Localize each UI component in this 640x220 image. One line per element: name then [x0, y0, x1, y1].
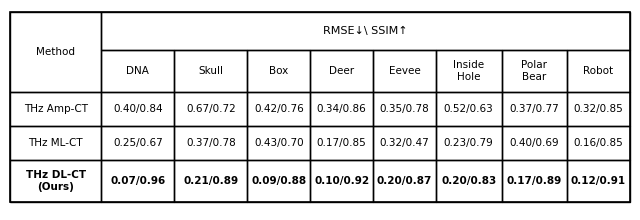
- Text: Box: Box: [269, 66, 289, 76]
- Bar: [567, 160, 630, 202]
- Text: 0.17/0.85: 0.17/0.85: [317, 138, 367, 148]
- Bar: [10, 12, 630, 202]
- Text: 0.67/0.72: 0.67/0.72: [186, 104, 236, 114]
- Bar: [101, 12, 630, 50]
- Text: 0.23/0.79: 0.23/0.79: [444, 138, 493, 148]
- Text: 0.40/0.84: 0.40/0.84: [113, 104, 163, 114]
- Bar: [247, 160, 310, 202]
- Bar: [101, 92, 174, 126]
- Bar: [247, 92, 310, 126]
- Text: 0.09/0.88: 0.09/0.88: [251, 176, 307, 186]
- Bar: [247, 50, 310, 92]
- Text: 0.25/0.67: 0.25/0.67: [113, 138, 163, 148]
- Text: 0.17/0.89: 0.17/0.89: [507, 176, 562, 186]
- Bar: [436, 126, 502, 160]
- Bar: [174, 50, 247, 92]
- Text: Skull: Skull: [198, 66, 223, 76]
- Text: 0.12/0.91: 0.12/0.91: [571, 176, 626, 186]
- Bar: [310, 160, 373, 202]
- Text: 0.07/0.96: 0.07/0.96: [110, 176, 165, 186]
- Bar: [373, 160, 436, 202]
- Bar: [373, 50, 436, 92]
- Bar: [502, 160, 567, 202]
- Bar: [502, 50, 567, 92]
- Text: 0.32/0.47: 0.32/0.47: [380, 138, 429, 148]
- Bar: [101, 50, 174, 92]
- Bar: [101, 160, 174, 202]
- Text: 0.20/0.87: 0.20/0.87: [377, 176, 432, 186]
- Bar: [174, 126, 247, 160]
- Bar: [10, 160, 101, 202]
- Bar: [174, 160, 247, 202]
- Text: 0.32/0.85: 0.32/0.85: [573, 104, 623, 114]
- Text: RMSE↓\ SSIM↑: RMSE↓\ SSIM↑: [323, 26, 408, 36]
- Text: 0.37/0.77: 0.37/0.77: [509, 104, 559, 114]
- Bar: [567, 92, 630, 126]
- Bar: [436, 160, 502, 202]
- Text: Deer: Deer: [329, 66, 354, 76]
- Bar: [502, 92, 567, 126]
- Text: THz DL-CT
(Ours): THz DL-CT (Ours): [26, 170, 86, 192]
- Text: THz ML-CT: THz ML-CT: [28, 138, 83, 148]
- Bar: [436, 50, 502, 92]
- Text: 0.40/0.69: 0.40/0.69: [509, 138, 559, 148]
- Bar: [310, 50, 373, 92]
- Text: 0.37/0.78: 0.37/0.78: [186, 138, 236, 148]
- Bar: [10, 92, 101, 126]
- Text: Robot: Robot: [584, 66, 614, 76]
- Bar: [247, 126, 310, 160]
- Bar: [436, 92, 502, 126]
- Text: 0.42/0.76: 0.42/0.76: [254, 104, 303, 114]
- Text: 0.34/0.86: 0.34/0.86: [317, 104, 367, 114]
- Bar: [373, 92, 436, 126]
- Text: 0.20/0.83: 0.20/0.83: [441, 176, 497, 186]
- Bar: [101, 126, 174, 160]
- Bar: [567, 50, 630, 92]
- Text: 0.16/0.85: 0.16/0.85: [573, 138, 623, 148]
- Text: Inside
Hole: Inside Hole: [453, 60, 484, 82]
- Bar: [10, 12, 101, 92]
- Text: 0.10/0.92: 0.10/0.92: [314, 176, 369, 186]
- Bar: [567, 126, 630, 160]
- Text: THz Amp-CT: THz Amp-CT: [24, 104, 88, 114]
- Text: Polar
Bear: Polar Bear: [522, 60, 547, 82]
- Bar: [373, 126, 436, 160]
- Bar: [310, 126, 373, 160]
- Text: Method: Method: [36, 47, 75, 57]
- Bar: [10, 126, 101, 160]
- Bar: [310, 92, 373, 126]
- Bar: [502, 126, 567, 160]
- Text: 0.43/0.70: 0.43/0.70: [254, 138, 303, 148]
- Text: 0.21/0.89: 0.21/0.89: [183, 176, 238, 186]
- Bar: [174, 92, 247, 126]
- Text: Eevee: Eevee: [388, 66, 420, 76]
- Text: DNA: DNA: [126, 66, 149, 76]
- Text: 0.35/0.78: 0.35/0.78: [380, 104, 429, 114]
- Text: 0.52/0.63: 0.52/0.63: [444, 104, 493, 114]
